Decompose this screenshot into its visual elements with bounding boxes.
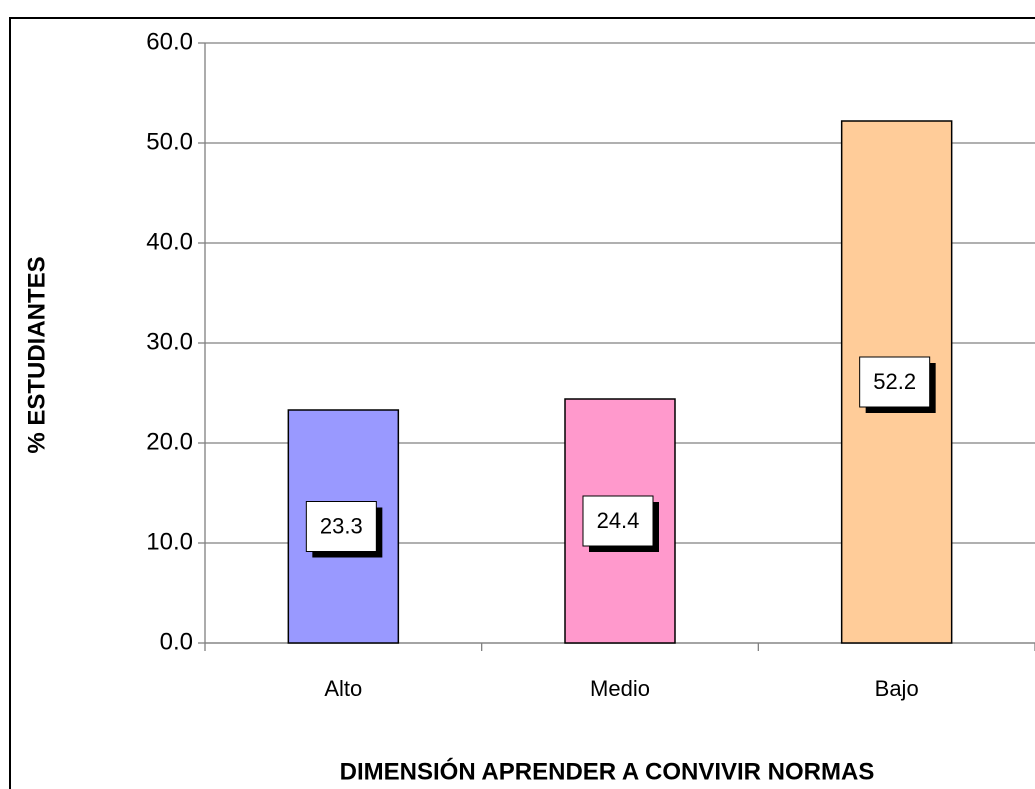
x-tick-label: Alto [324,676,362,701]
value-label: 23.3 [320,513,363,538]
value-label-box [859,356,931,408]
y-axis-title: % ESTUDIANTES [23,256,50,453]
value-label-box [305,501,377,552]
y-tick-label: 50.0 [146,128,193,155]
x-tick-label: Medio [590,676,650,701]
value-label: 52.2 [873,369,916,394]
y-tick-label: 20.0 [146,428,193,455]
x-tick-label: Bajo [875,676,919,701]
y-tick-label: 0.0 [160,628,193,655]
y-tick-label: 10.0 [146,528,193,555]
y-tick-label: 30.0 [146,328,193,355]
y-tick-label: 60.0 [146,28,193,55]
value-label: 24.4 [597,508,640,533]
y-tick-label: 40.0 [146,228,193,255]
value-label-box [582,495,654,547]
x-axis-title: DIMENSIÓN APRENDER A CONVIVIR NORMAS [340,757,875,785]
